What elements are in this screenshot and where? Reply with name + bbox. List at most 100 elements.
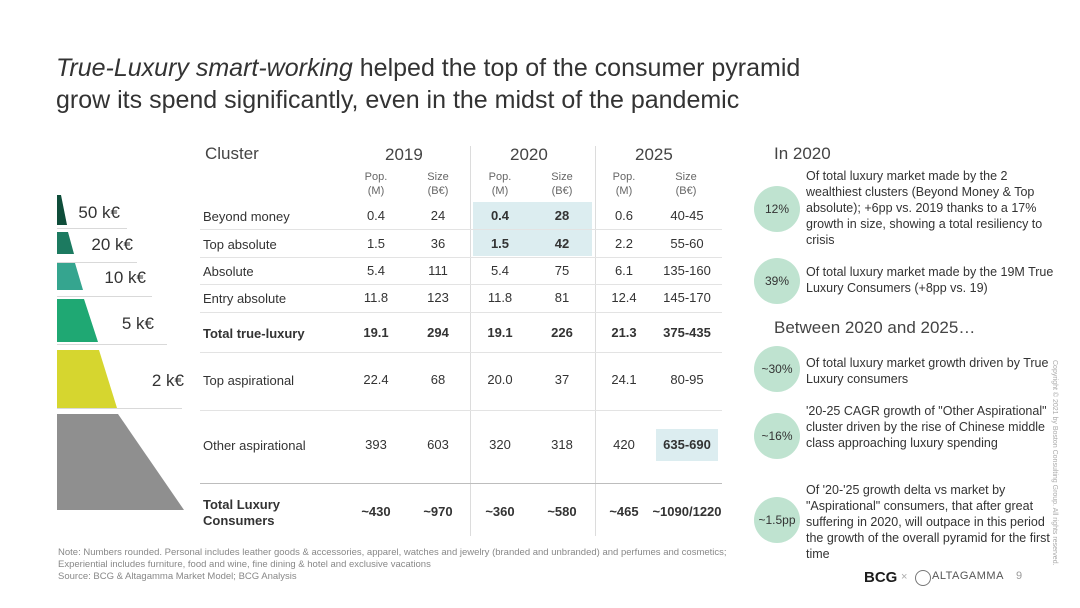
- table-cell: 22.4: [363, 372, 389, 387]
- table-cell: 11.8: [487, 290, 513, 305]
- highlight-other-2025: [656, 429, 718, 461]
- table-cell: 40-45: [670, 208, 704, 223]
- altagamma-logo: ALTAGAMMA: [932, 570, 1004, 582]
- sub-header-line: Size: [551, 171, 573, 183]
- table-cell: 375-435: [663, 325, 711, 340]
- table-cell: 226: [551, 325, 573, 340]
- table-cell: 21.3: [611, 325, 637, 340]
- sub-header-line: (B€): [427, 185, 449, 197]
- sub-header-size: Size (B€): [661, 170, 711, 198]
- sub-header-line: Pop.: [488, 171, 512, 183]
- row-label-total-luxury-consumers: Total Luxury Consumers: [203, 497, 280, 529]
- table-cell: 635-690: [663, 437, 711, 452]
- pyramid-tier-top-aspirational: [57, 350, 117, 408]
- badge-16pct: ~16%: [754, 413, 800, 459]
- pyramid-tier-beyond-money: [57, 195, 67, 225]
- sub-header-line: (M): [367, 185, 385, 197]
- table-cell: ~430: [361, 504, 391, 519]
- table-cell: ~580: [547, 504, 577, 519]
- sub-header-size: Size (B€): [537, 170, 587, 198]
- table-cell: 5.4: [366, 263, 386, 278]
- row-label-line: Total Luxury: [203, 497, 281, 512]
- between-heading: Between 2020 and 2025…: [774, 318, 976, 337]
- tier-divider: [57, 408, 182, 409]
- table-cell: ~970: [423, 504, 453, 519]
- table-cell: 19.1: [487, 325, 513, 340]
- table-cell: 0.4: [366, 208, 386, 223]
- table-cell: 36: [430, 236, 446, 251]
- tier-divider: [57, 296, 152, 297]
- table-cell: 5.4: [490, 263, 510, 278]
- row-label-absolute: Absolute: [203, 264, 254, 279]
- pyramid-tier-absolute: [57, 263, 83, 290]
- table-cell: 80-95: [670, 372, 704, 387]
- tier-label-10k: 10 k€: [104, 268, 146, 287]
- table-cell: 28: [554, 208, 570, 223]
- cluster-header: Cluster: [205, 144, 259, 163]
- table-cell: 603: [427, 437, 449, 452]
- row-label-top-aspirational: Top aspirational: [203, 373, 295, 388]
- badge-12pct: 12%: [754, 186, 800, 232]
- sub-header-line: (M): [615, 185, 633, 197]
- title-emphasis: True-Luxury smart-working: [56, 54, 353, 82]
- pyramid-tier-top-absolute: [57, 232, 74, 254]
- insight-text: Of total luxury market made by the 19M T…: [806, 265, 1054, 295]
- row-rule: [200, 352, 722, 353]
- row-rule: [200, 229, 722, 230]
- source-line: Source: BCG & Altagamma Market Model; BC…: [58, 571, 297, 582]
- sub-header-line: Size: [427, 171, 449, 183]
- row-label-other-aspirational: Other aspirational: [203, 438, 306, 453]
- pyramid-shape: [57, 195, 184, 510]
- sub-header-size: Size (B€): [413, 170, 463, 198]
- row-rule-total: [200, 483, 722, 484]
- row-label-beyond-money: Beyond money: [203, 209, 290, 224]
- table-cell: ~1090/1220: [652, 504, 722, 519]
- table-cell: 6.1: [614, 263, 634, 278]
- year-2019-header: 2019: [385, 145, 423, 164]
- in-2020-heading: In 2020: [774, 144, 831, 163]
- sub-header-pop: Pop. (M): [351, 170, 401, 198]
- tier-label-50k: 50 k€: [78, 203, 120, 222]
- table-cell: 19.1: [363, 325, 389, 340]
- title-line2: grow its spend significantly, even in th…: [56, 86, 740, 114]
- year-2020-header: 2020: [510, 145, 548, 164]
- row-label-top-absolute: Top absolute: [203, 237, 277, 252]
- sub-header-line: Pop.: [364, 171, 388, 183]
- year-2025-header: 2025: [635, 145, 673, 164]
- insight-text: Of '20-'25 growth delta vs market by "As…: [806, 483, 1050, 561]
- table-cell: 1.5: [366, 236, 386, 251]
- table-cell: 81: [554, 290, 570, 305]
- note-line: Note: Numbers rounded. Personal includes…: [58, 547, 727, 558]
- table-cell: ~465: [609, 504, 639, 519]
- table-cell: ~360: [485, 504, 515, 519]
- insight-text: Of total luxury market growth driven by …: [806, 356, 1049, 386]
- table-cell: 393: [365, 437, 387, 452]
- badge-30pct: ~30%: [754, 346, 800, 392]
- table-cell: 75: [554, 263, 570, 278]
- tier-label-2k: 2 k€: [151, 371, 184, 390]
- table-cell: 68: [430, 372, 446, 387]
- tier-divider: [57, 262, 137, 263]
- sub-header-pop: Pop. (M): [475, 170, 525, 198]
- table-cell: 420: [613, 437, 635, 452]
- year-separator: [595, 146, 596, 536]
- table-cell: 2.2: [614, 236, 634, 251]
- table-cell: 320: [489, 437, 511, 452]
- row-label-entry-absolute: Entry absolute: [203, 291, 287, 306]
- tier-divider: [57, 344, 167, 345]
- logo-separator: ×: [901, 571, 908, 583]
- title-line1-rest: helped the top of the consumer pyramid: [352, 54, 801, 82]
- table-cell: 24: [430, 208, 446, 223]
- note-line: Experiential includes furniture, food an…: [58, 559, 431, 570]
- table-cell: 123: [427, 290, 449, 305]
- copyright-notice: Copyright © 2021 by Boston Consulting Gr…: [1051, 360, 1058, 566]
- badge-39pct: 39%: [754, 258, 800, 304]
- footnote: Note: Numbers rounded. Personal includes…: [58, 547, 778, 583]
- table-cell: 135-160: [663, 263, 711, 278]
- table-cell: 24.1: [611, 372, 637, 387]
- table-cell: 55-60: [670, 236, 704, 251]
- table-cell: 318: [551, 437, 573, 452]
- tier-divider: [57, 228, 127, 229]
- pyramid-tier-other-aspirational: [57, 414, 184, 510]
- row-rule: [200, 257, 722, 258]
